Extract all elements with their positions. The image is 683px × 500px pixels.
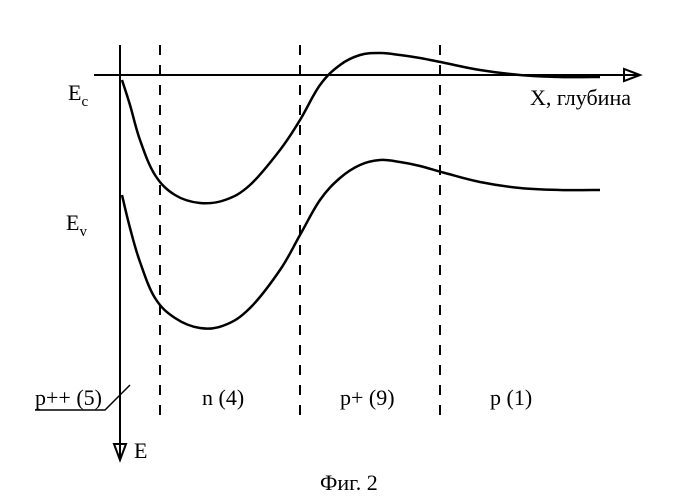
- curve-ev: [122, 160, 600, 329]
- region-label: p (1): [490, 385, 532, 410]
- ec-label: Ec: [68, 80, 88, 110]
- x-axis-label: Х, глубина: [530, 85, 631, 110]
- ev-label: Ev: [66, 210, 87, 240]
- region-label: n (4): [202, 385, 244, 410]
- energy-band-diagram: Х, глубина E Ec Ev p++ (5) n (4) p+ (9) p (…: [0, 0, 683, 500]
- x-axis: Х, глубина: [94, 69, 640, 110]
- figure-caption: Фиг. 2: [320, 470, 378, 495]
- y-axis-label: E: [134, 438, 147, 463]
- region-labels: p++ (5) n (4) p+ (9) p (1): [35, 385, 532, 410]
- region-label: p+ (9): [340, 385, 395, 410]
- region-label: p++ (5): [35, 385, 102, 410]
